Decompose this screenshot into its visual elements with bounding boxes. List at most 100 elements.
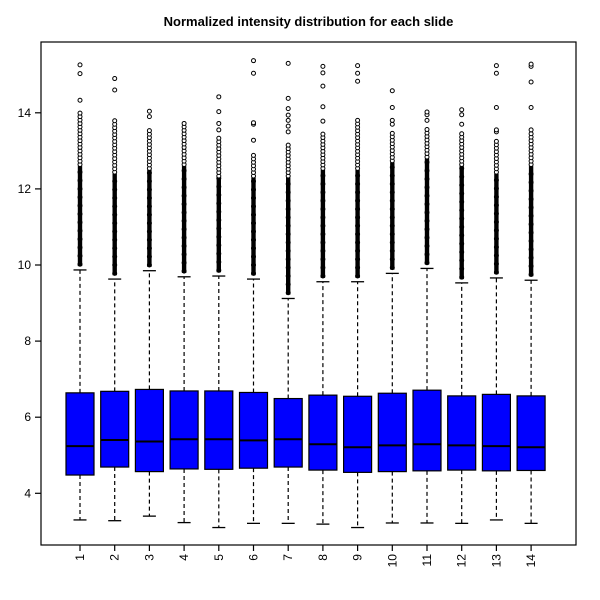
outlier-point xyxy=(285,198,291,204)
outlier-point xyxy=(424,159,430,165)
outlier-point xyxy=(320,223,326,229)
iqr-box xyxy=(343,395,373,473)
boxplot-slide-1 xyxy=(65,62,95,521)
outlier-point xyxy=(77,236,83,242)
outlier-point xyxy=(528,263,534,269)
outlier-point xyxy=(528,127,534,133)
outlier-point xyxy=(424,226,430,232)
x-tick-label: 3 xyxy=(142,554,156,561)
outlier-point xyxy=(112,212,118,218)
x-tick-label: 14 xyxy=(524,554,538,568)
outlier-point xyxy=(146,212,152,218)
outlier-point xyxy=(285,290,291,296)
outlier-point xyxy=(355,248,361,254)
plot-frame xyxy=(40,41,577,546)
outlier-point xyxy=(181,193,187,199)
outlier-point xyxy=(528,238,534,244)
outlier-point xyxy=(424,193,430,199)
outlier-point xyxy=(320,189,326,195)
outlier-point xyxy=(146,114,152,120)
outlier-point xyxy=(77,194,83,200)
boxplot-slide-7 xyxy=(273,60,303,525)
x-tick-label: 5 xyxy=(212,554,226,561)
boxplot-slide-2 xyxy=(100,76,130,522)
outlier-point xyxy=(389,223,395,229)
outlier-point xyxy=(459,121,465,127)
outlier-point xyxy=(355,206,361,212)
outlier-point xyxy=(285,265,291,271)
outlier-point xyxy=(459,257,465,263)
outlier-point xyxy=(493,138,499,144)
outlier-point xyxy=(216,251,222,257)
outlier-point xyxy=(355,189,361,195)
outlier-point xyxy=(493,244,499,250)
outlier-point xyxy=(181,235,187,241)
outlier-point xyxy=(320,240,326,246)
outlier-point xyxy=(112,220,118,226)
outlier-point xyxy=(355,256,361,262)
boxplot-slide-3 xyxy=(134,108,164,517)
outlier-point xyxy=(77,219,83,225)
outlier-point xyxy=(251,152,256,158)
outlier-point xyxy=(355,240,361,246)
outlier-point xyxy=(424,218,430,224)
outlier-point xyxy=(389,88,395,94)
outlier-point xyxy=(146,237,152,243)
outlier-point xyxy=(389,214,395,220)
outlier-point xyxy=(493,194,499,200)
outlier-point xyxy=(459,224,465,230)
outlier-point xyxy=(493,104,499,110)
boxplot-slide-12 xyxy=(447,107,477,525)
outlier-point xyxy=(112,270,118,276)
outlier-point xyxy=(355,117,361,123)
outlier-point xyxy=(251,229,256,235)
outlier-point xyxy=(181,209,187,215)
outlier-point xyxy=(216,184,222,190)
outlier-point xyxy=(285,129,291,135)
x-tick-label: 12 xyxy=(455,554,469,568)
outlier-point xyxy=(285,273,291,279)
iqr-box xyxy=(447,395,477,471)
outlier-point xyxy=(285,206,291,212)
outlier-point xyxy=(251,270,256,276)
outlier-point xyxy=(320,198,326,204)
outlier-point xyxy=(285,223,291,229)
x-tick-label: 6 xyxy=(247,554,261,561)
outlier-point xyxy=(112,229,118,235)
outlier-point xyxy=(528,205,534,211)
outlier-point xyxy=(424,109,430,115)
outlier-point xyxy=(320,131,326,137)
outlier-point xyxy=(424,201,430,207)
outlier-point xyxy=(285,240,291,246)
iqr-box xyxy=(377,392,407,473)
outlier-point xyxy=(320,256,326,262)
outlier-point xyxy=(112,262,118,268)
outlier-point xyxy=(459,266,465,272)
outlier-point xyxy=(181,251,187,257)
outlier-point xyxy=(285,106,291,112)
outlier-point xyxy=(146,245,152,251)
y-tick-label: 14 xyxy=(18,106,32,120)
outlier-point xyxy=(459,182,465,188)
outlier-point xyxy=(320,118,326,124)
outlier-point xyxy=(459,107,465,113)
outlier-point xyxy=(320,63,326,69)
outlier-point xyxy=(355,265,361,271)
outlier-point xyxy=(112,195,118,201)
outlier-point xyxy=(112,187,118,193)
outlier-point xyxy=(389,117,395,123)
boxplot-slide-6 xyxy=(238,58,269,525)
outlier-point xyxy=(389,256,395,262)
outlier-point xyxy=(77,261,83,267)
outlier-point xyxy=(320,265,326,271)
outlier-point xyxy=(493,227,499,233)
outlier-point xyxy=(77,178,83,184)
outlier-point xyxy=(493,211,499,217)
outlier-point xyxy=(146,254,152,260)
outlier-point xyxy=(424,184,430,190)
outlier-point xyxy=(285,112,291,118)
outlier-point xyxy=(146,229,152,235)
iqr-box xyxy=(204,390,234,470)
boxplot-slide-13 xyxy=(481,63,511,521)
outlier-point xyxy=(493,269,499,275)
